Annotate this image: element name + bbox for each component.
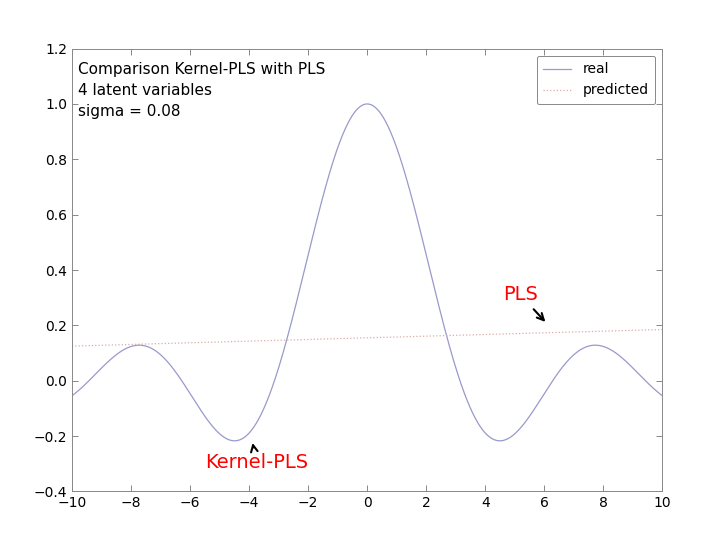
real [230, 437, 239, 444]
Line: predicted: predicted [72, 329, 662, 346]
real [533, 401, 541, 408]
real [98, 364, 107, 370]
real [68, 393, 76, 399]
predicted [533, 330, 541, 336]
predicted [658, 326, 667, 333]
real [642, 378, 650, 384]
Legend: real, predicted: real, predicted [536, 56, 655, 104]
predicted [355, 335, 364, 341]
Line: real: real [72, 104, 662, 441]
real [658, 393, 667, 399]
predicted [339, 335, 348, 342]
predicted [68, 343, 76, 349]
real [642, 377, 650, 384]
predicted [641, 327, 649, 333]
predicted [641, 327, 649, 333]
real [339, 129, 348, 136]
predicted [98, 342, 107, 348]
Text: Comparison Kernel-PLS with PLS
4 latent variables
sigma = 0.08: Comparison Kernel-PLS with PLS 4 latent … [78, 62, 325, 119]
Text: PLS: PLS [503, 286, 544, 320]
Text: Kernel-PLS: Kernel-PLS [205, 445, 308, 472]
real [355, 104, 364, 110]
real [363, 101, 372, 107]
